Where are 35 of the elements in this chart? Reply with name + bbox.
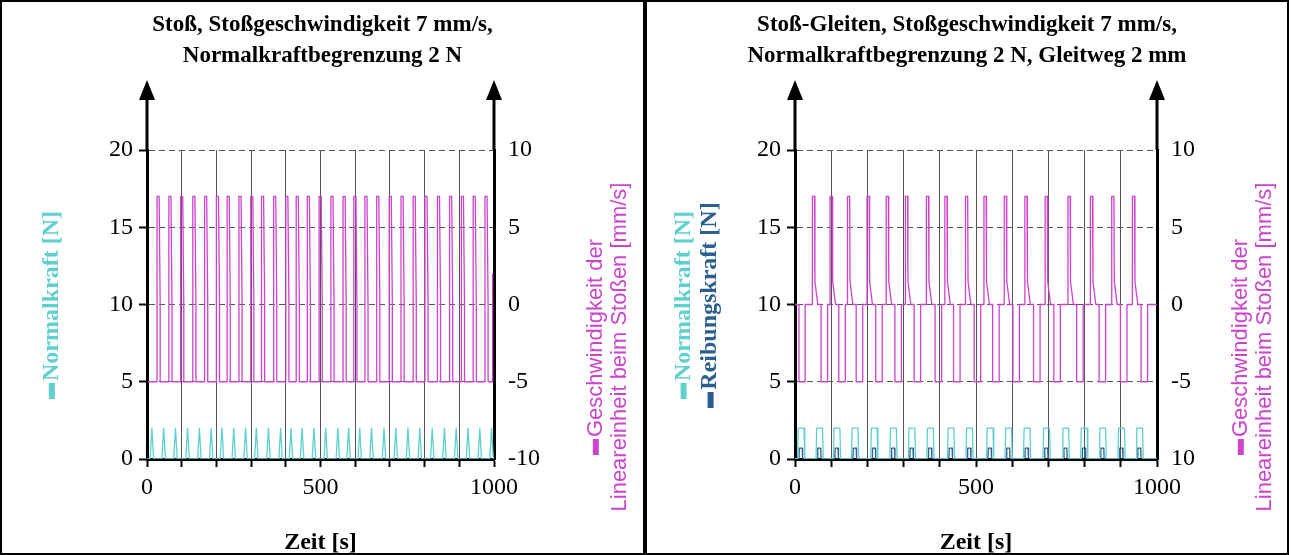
y-tick-label: 15 [109, 212, 133, 239]
y2-tick-label: 10 [1171, 444, 1195, 471]
y-tick-label: 5 [121, 367, 133, 394]
y2-tick-label: 0 [1171, 289, 1183, 316]
y2-tick-label: 10 [508, 135, 532, 162]
y2-tick-label: -5 [508, 367, 528, 394]
text: Reibungskraft [N] [695, 202, 721, 390]
text: Geschwindigkeit der Lineareinheit beim Stoßen [mm/s] [1226, 182, 1276, 512]
y-tick-label: 15 [757, 212, 781, 239]
y2-tick-label: -10 [508, 444, 540, 471]
y-tick-label: 10 [109, 289, 133, 316]
x-tick-label: 0 [141, 472, 153, 499]
y2-tick-label: 10 [1171, 135, 1195, 162]
y2-tick-label: 0 [508, 289, 520, 316]
y2-tick-label: -5 [1171, 367, 1191, 394]
x-tick-label: 1000 [1133, 472, 1181, 499]
chart-title: Stoß, Stoßgeschwindigkeit 7 mm/s, Normalkraftbegrenzung 2 N [151, 10, 494, 70]
x-tick-label: 1000 [470, 472, 518, 499]
y2-tick-label: 5 [508, 212, 520, 239]
text: Normalkraft [N] [36, 211, 63, 381]
y-tick-label: 20 [109, 135, 133, 162]
y-tick-label: 5 [769, 367, 781, 394]
chart-title: Stoß-Gleiten, Stoßgeschwindigkeit 7 mm/s, Normalkraftbegrenzung 2 N, Gleitweg 2 mm [746, 10, 1188, 70]
y2-tick-label: 5 [1171, 212, 1183, 239]
y-tick-label: 20 [757, 135, 781, 162]
x-tick-label: 500 [302, 472, 339, 499]
y-tick-label: 0 [121, 444, 133, 471]
x-tick-label: 500 [958, 472, 994, 499]
y-tick-label: 10 [757, 289, 781, 316]
y-tick-label: 0 [769, 444, 781, 471]
x-axis-title: Zeit [s] [284, 527, 357, 554]
text: Geschwindigkeit der Lineareinheit beim Stoßen [mm/s] [581, 182, 631, 512]
x-tick-label: 0 [789, 472, 801, 499]
x-axis-title: Zeit [s] [939, 527, 1013, 554]
text: Normalkraft [N] [668, 211, 695, 381]
